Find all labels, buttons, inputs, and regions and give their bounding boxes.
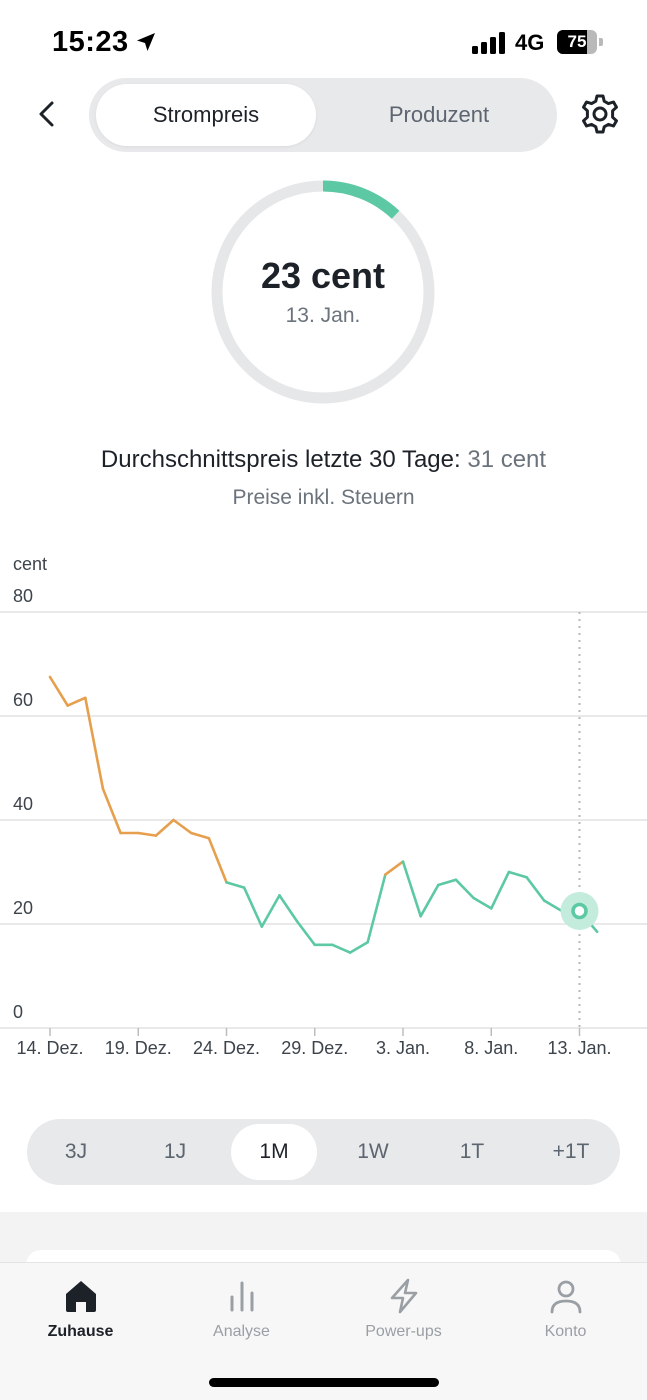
- y-tick-label: 40: [13, 794, 33, 814]
- tab-strompreis[interactable]: Strompreis: [96, 84, 316, 146]
- series-segment: [384, 860, 405, 876]
- tab-zuhause[interactable]: Zuhause: [0, 1263, 161, 1363]
- battery-level: 75: [567, 32, 587, 51]
- x-tick-label: 13. Jan.: [547, 1038, 611, 1058]
- network-type: 4G: [515, 30, 545, 55]
- range-option-1t[interactable]: 1T: [459, 1140, 485, 1163]
- user-icon: [550, 1280, 582, 1314]
- y-tick-label: 0: [13, 1002, 23, 1022]
- range-option-plus1t[interactable]: +1T: [552, 1140, 590, 1163]
- tax-note: Preise inkl. Steuern: [232, 486, 415, 509]
- range-option-1m[interactable]: 1M: [231, 1124, 317, 1180]
- location-arrow-icon: [137, 33, 155, 51]
- status-time: 15:23: [52, 26, 129, 58]
- series-segment: [295, 920, 317, 947]
- y-axis-label: cent: [13, 554, 47, 574]
- series-segment: [331, 943, 352, 954]
- average-price-label: Durchschnittspreis letzte 30 Tage:: [100, 446, 461, 473]
- range-option-1j[interactable]: 1J: [163, 1140, 187, 1163]
- home-indicator: [209, 1378, 439, 1387]
- x-tick-label: 19. Dez.: [105, 1038, 172, 1058]
- segmented-control: Strompreis Produzent: [89, 78, 557, 152]
- tab-konto[interactable]: Konto: [485, 1263, 646, 1363]
- y-tick-label: 60: [13, 690, 33, 710]
- chevron-left-icon[interactable]: [30, 96, 66, 132]
- average-price-line: Durchschnittspreis letzte 30 Tage: 31 ce…: [0, 446, 647, 474]
- tab-label: Zuhause: [47, 1323, 114, 1340]
- series-segment: [401, 860, 422, 918]
- series-segment: [101, 787, 122, 835]
- gear-icon[interactable]: [578, 92, 622, 136]
- bar-chart-icon: [230, 1281, 254, 1312]
- x-tick-label: 8. Jan.: [464, 1038, 518, 1058]
- home-icon: [66, 1281, 96, 1312]
- tab-bar: Zuhause Analyse Power-ups Konto: [0, 1262, 647, 1400]
- series-segment: [542, 899, 564, 913]
- series-segment: [66, 696, 87, 707]
- tab-analyse[interactable]: Analyse: [161, 1263, 322, 1363]
- series-segment: [419, 883, 440, 918]
- series-segment: [207, 836, 228, 884]
- battery-icon: 75: [557, 30, 603, 54]
- signal-icon: [472, 32, 505, 54]
- price-chart[interactable]: cent 0 20 40 60 80 14. Dez. 19. Dez. 24. Dez. 29.…: [0, 548, 647, 1068]
- series-segment: [525, 875, 546, 902]
- series-segment: [472, 896, 493, 910]
- x-tick-label: 3. Jan.: [376, 1038, 430, 1058]
- tab-label: Analyse: [213, 1323, 270, 1340]
- tab-label: Konto: [544, 1323, 587, 1340]
- series-segment: [84, 696, 105, 791]
- y-tick-label: 20: [13, 898, 33, 918]
- price-gauge: [211, 180, 435, 404]
- series-segment: [189, 831, 211, 840]
- series-segment: [242, 886, 264, 928]
- status-bar: 15:23 4G 75: [0, 0, 647, 80]
- series-segment: [48, 675, 69, 707]
- y-tick-label: 80: [13, 586, 33, 606]
- series-segment: [260, 894, 281, 928]
- series-segment: [154, 818, 175, 837]
- series-segment: [278, 894, 299, 923]
- selected-point: [571, 902, 588, 920]
- series-segment: [436, 878, 458, 887]
- current-price: 23 cent: [260, 255, 386, 296]
- series-segment: [136, 831, 158, 837]
- x-tick-label: 14. Dez.: [16, 1038, 83, 1058]
- series-segment: [454, 878, 475, 900]
- x-tick-label: 24. Dez.: [193, 1038, 260, 1058]
- series-segment: [507, 870, 528, 879]
- tab-produzent[interactable]: Produzent: [388, 102, 490, 127]
- series-segment: [225, 881, 246, 889]
- tab-label: Power-ups: [365, 1323, 442, 1340]
- x-tick-label: 29. Dez.: [281, 1038, 348, 1058]
- range-option-1w[interactable]: 1W: [357, 1140, 389, 1163]
- series-segment: [348, 940, 370, 954]
- lightning-icon: [390, 1278, 418, 1314]
- current-price-date: 13. Jan.: [285, 304, 361, 327]
- range-selector: 3J 1J 1M 1W 1T +1T: [27, 1119, 620, 1185]
- average-price-value: 31 cent: [467, 446, 547, 473]
- series-segment: [172, 818, 193, 835]
- range-option-3j[interactable]: 3J: [64, 1140, 88, 1163]
- series-segment: [366, 873, 387, 944]
- series-segment: [489, 870, 511, 910]
- tab-power-ups[interactable]: Power-ups: [323, 1263, 484, 1363]
- gauge-fill-arc: [322, 180, 400, 219]
